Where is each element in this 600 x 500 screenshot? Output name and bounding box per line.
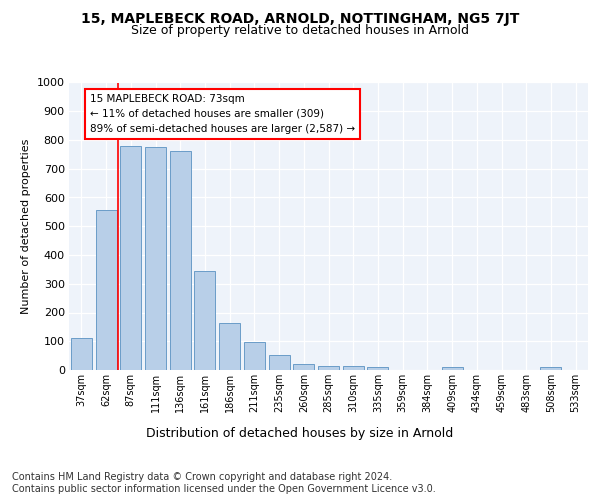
Bar bbox=[343, 366, 364, 370]
Bar bbox=[120, 146, 141, 370]
Bar bbox=[145, 147, 166, 370]
Bar bbox=[194, 272, 215, 370]
Bar bbox=[95, 210, 116, 370]
Text: 15 MAPLEBECK ROAD: 73sqm
← 11% of detached houses are smaller (309)
89% of semi-: 15 MAPLEBECK ROAD: 73sqm ← 11% of detach… bbox=[90, 94, 355, 134]
Text: Size of property relative to detached houses in Arnold: Size of property relative to detached ho… bbox=[131, 24, 469, 37]
Bar bbox=[367, 366, 388, 370]
Text: Contains HM Land Registry data © Crown copyright and database right 2024.: Contains HM Land Registry data © Crown c… bbox=[12, 472, 392, 482]
Y-axis label: Number of detached properties: Number of detached properties bbox=[21, 138, 31, 314]
Text: 15, MAPLEBECK ROAD, ARNOLD, NOTTINGHAM, NG5 7JT: 15, MAPLEBECK ROAD, ARNOLD, NOTTINGHAM, … bbox=[81, 12, 519, 26]
Bar bbox=[442, 367, 463, 370]
Bar bbox=[71, 338, 92, 370]
Text: Distribution of detached houses by size in Arnold: Distribution of detached houses by size … bbox=[146, 428, 454, 440]
Bar bbox=[293, 364, 314, 370]
Bar bbox=[219, 324, 240, 370]
Bar bbox=[318, 366, 339, 370]
Bar bbox=[541, 367, 562, 370]
Bar bbox=[269, 355, 290, 370]
Bar bbox=[170, 151, 191, 370]
Bar bbox=[244, 342, 265, 370]
Text: Contains public sector information licensed under the Open Government Licence v3: Contains public sector information licen… bbox=[12, 484, 436, 494]
